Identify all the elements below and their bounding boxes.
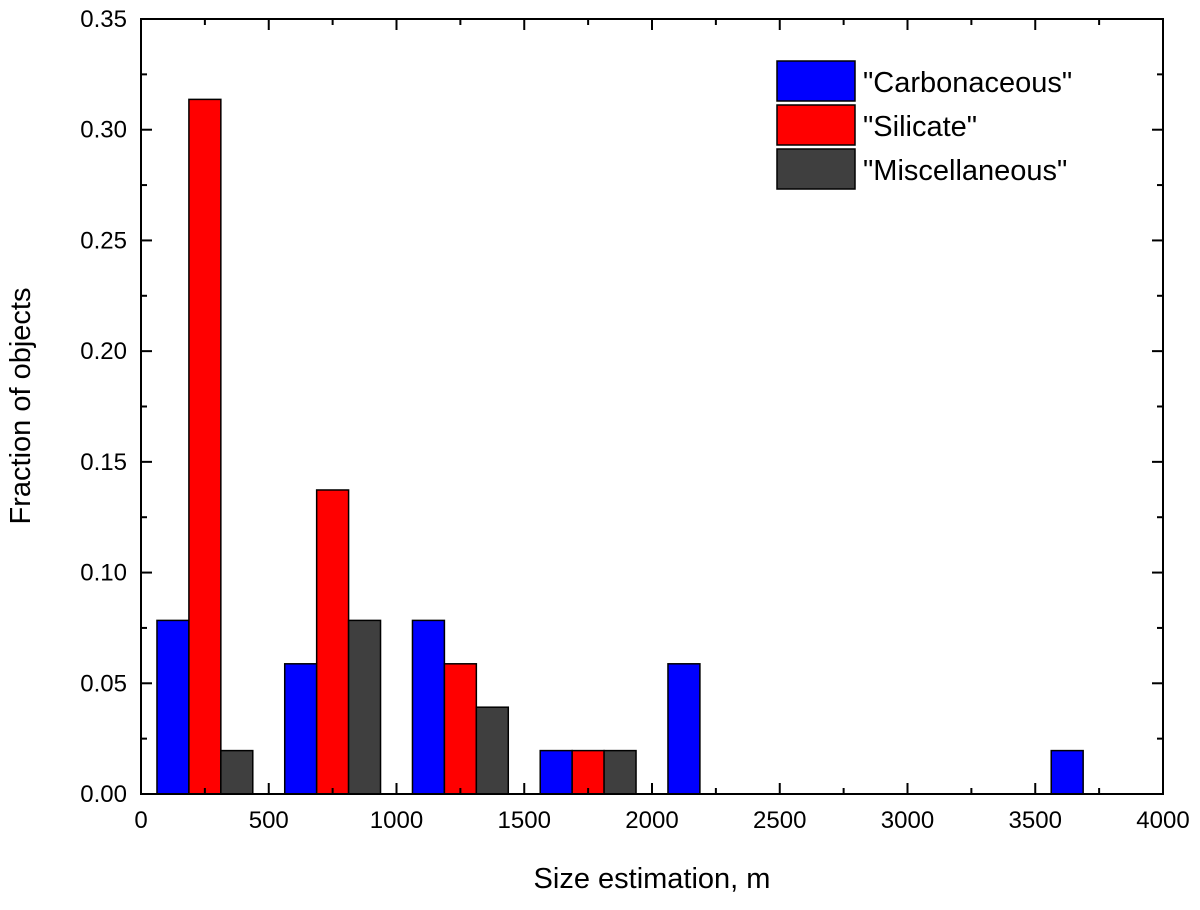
bar-series2-bin1 (347, 619, 382, 795)
legend-swatch-0 (776, 60, 856, 102)
y-tick-label: 0.10 (80, 560, 127, 587)
bar-series2-bin0 (220, 749, 254, 795)
bar-series0-bin5 (1050, 749, 1084, 795)
y-tick-label: 0.00 (80, 781, 127, 808)
bar-series0-bin4 (667, 663, 701, 795)
x-tick-label: 500 (249, 807, 289, 834)
y-tick-label: 0.05 (80, 670, 127, 697)
bar-series2-bin3 (603, 749, 637, 795)
legend-label-0: "Carbonaceous" (863, 67, 1072, 99)
bar-series1-bin1 (315, 489, 350, 795)
bar-series0-bin1 (283, 663, 318, 795)
plot-frame (140, 18, 1164, 795)
bar-series1-bin3 (571, 749, 605, 795)
labels-layer: 0 500 1000 1500 2000 2500 3000 3500 4000 0.00 0.05… (80, 6, 1189, 834)
legend: "Carbonaceous" "Silicate" "Miscellaneous" (776, 60, 1072, 190)
bars-layer (156, 98, 1084, 795)
legend-swatch-1 (776, 104, 856, 146)
x-tick-label: 0 (134, 807, 147, 834)
x-axis-title: Size estimation, m (534, 863, 771, 895)
x-tick-label: 3000 (881, 807, 934, 834)
x-tick-label: 1500 (498, 807, 551, 834)
bar-series1-bin2 (443, 663, 478, 795)
x-tick-label: 3500 (1009, 807, 1062, 834)
legend-label-1: "Silicate" (863, 111, 977, 143)
bar-series0-bin0 (156, 619, 190, 795)
x-tick-label: 4000 (1136, 807, 1189, 834)
bar-series0-bin3 (539, 749, 573, 795)
bar-series0-bin2 (411, 619, 446, 795)
y-tick-label: 0.35 (80, 6, 127, 33)
y-tick-label: 0.20 (80, 338, 127, 365)
legend-label-2: "Miscellaneous" (863, 155, 1067, 187)
legend-swatch-2 (776, 148, 856, 190)
y-axis-title: Fraction of objects (5, 288, 37, 525)
x-tick-label: 1000 (370, 807, 423, 834)
bar-series2-bin2 (475, 706, 510, 795)
bar-series1-bin0 (188, 98, 222, 795)
y-tick-label: 0.15 (80, 449, 127, 476)
x-tick-label: 2000 (625, 807, 678, 834)
y-tick-label: 0.25 (80, 227, 127, 254)
x-tick-label: 2500 (753, 807, 806, 834)
y-tick-label: 0.30 (80, 117, 127, 144)
